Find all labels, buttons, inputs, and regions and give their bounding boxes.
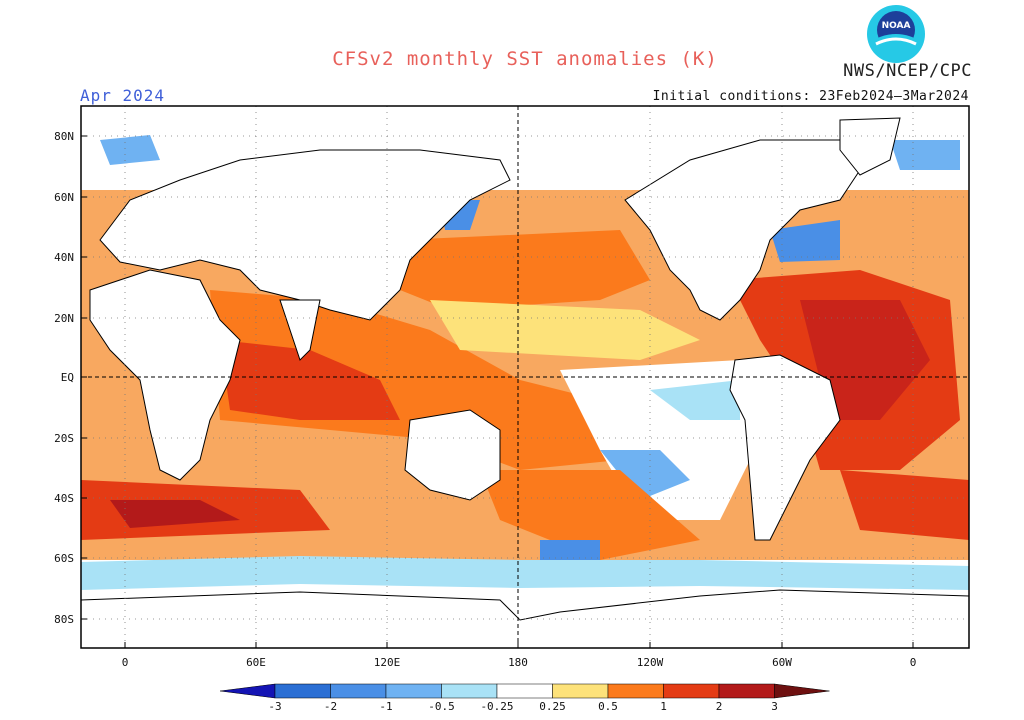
colorbar-label: -3 [268,700,281,713]
colorbar-label: -0.5 [428,700,455,713]
colorbar-segment [663,683,720,699]
colorbar-label: -1 [379,700,392,713]
latitude-labels: 80N 60N 40N 20N EQ 20S 40S 60S 80S [54,130,87,626]
colorbar-label: -2 [324,700,337,713]
lat-label: 20N [54,312,74,325]
lon-label: 0 [122,656,129,669]
forecast-month: Apr 2024 [80,86,166,105]
colorbar-segment [441,683,498,699]
colorbar-label: 2 [716,700,723,713]
colorbar-label: 0.5 [598,700,618,713]
agency-label: NWS/NCEP/CPC [843,61,972,81]
colorbar-arrow-low [219,683,276,699]
lon-label: 60E [246,656,266,669]
colorbar: -3 -2 -1 -0.5 -0.25 0.25 0.5 1 2 3 [219,683,830,713]
grid-lines [81,106,969,648]
lat-label: 60S [54,552,74,565]
colorbar-segment [274,683,331,699]
lon-label: 180 [508,656,528,669]
colorbar-arrow-high [774,683,830,699]
colorbar-segment [552,683,609,699]
colorbar-label: 1 [660,700,667,713]
lon-label: 60W [772,656,792,669]
lat-label: EQ [61,371,74,384]
initial-conditions: Initial conditions: 23Feb2024–3Mar2024 [652,89,969,104]
logo-text: NOAA [882,21,911,31]
lat-label: 20S [54,432,74,445]
lon-label: 0 [910,656,917,669]
noaa-logo: NOAA [867,5,925,63]
lat-label: 60N [54,191,74,204]
colorbar-label: -0.25 [480,700,513,713]
lon-label: 120W [637,656,664,669]
colorbar-segment [330,683,387,699]
lat-label: 80N [54,130,74,143]
colorbar-segment [718,683,775,699]
chart-title: CFSv2 monthly SST anomalies (K) [332,48,718,70]
colorbar-segment [385,683,442,699]
colorbar-label: 3 [771,700,778,713]
longitude-labels: 0 60E 120E 180 120W 60W 0 [122,642,917,669]
lat-label: 40N [54,251,74,264]
lat-label: 80S [54,613,74,626]
colorbar-segment [607,683,664,699]
colorbar-segment [496,683,553,699]
colorbar-label: 0.25 [539,700,566,713]
lon-label: 120E [374,656,401,669]
lat-label: 40S [54,492,74,505]
